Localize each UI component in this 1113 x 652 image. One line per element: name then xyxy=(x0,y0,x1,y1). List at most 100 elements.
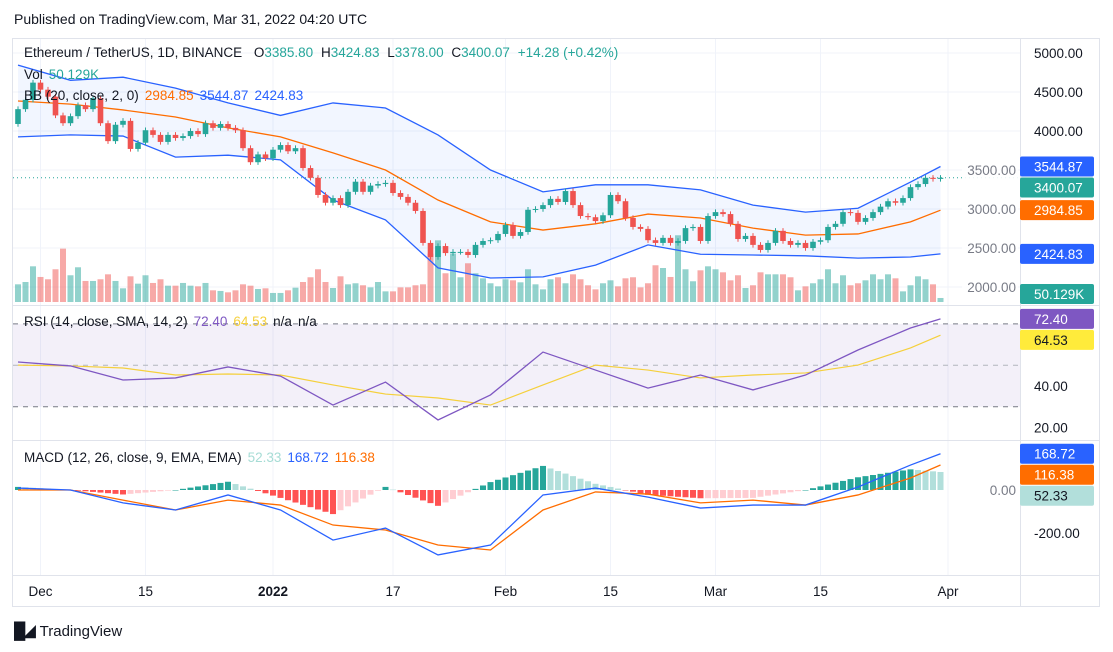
candle[interactable] xyxy=(262,151,269,162)
candle[interactable] xyxy=(465,249,471,258)
candle[interactable] xyxy=(772,228,779,246)
candle[interactable] xyxy=(375,181,381,189)
candle[interactable] xyxy=(30,79,36,103)
candle[interactable] xyxy=(270,146,276,162)
candle[interactable] xyxy=(255,151,261,165)
candle[interactable] xyxy=(345,189,351,208)
candle[interactable] xyxy=(397,190,404,200)
candle[interactable] xyxy=(67,113,74,126)
candle[interactable] xyxy=(307,165,314,181)
candle[interactable] xyxy=(675,238,681,246)
candle[interactable] xyxy=(720,209,726,217)
candle[interactable] xyxy=(285,142,291,155)
candle[interactable] xyxy=(750,233,756,248)
candle[interactable] xyxy=(135,139,141,152)
candle[interactable] xyxy=(615,192,621,204)
candle[interactable] xyxy=(705,213,711,244)
candle[interactable] xyxy=(870,209,876,221)
candle[interactable] xyxy=(60,112,66,126)
candle[interactable] xyxy=(877,203,884,215)
candle[interactable] xyxy=(150,127,156,138)
candle[interactable] xyxy=(517,229,524,239)
candle[interactable] xyxy=(15,106,21,127)
candle[interactable] xyxy=(337,195,344,208)
candle[interactable] xyxy=(367,182,374,195)
candle[interactable] xyxy=(352,178,359,195)
candle[interactable] xyxy=(322,192,329,206)
candle[interactable] xyxy=(172,132,179,141)
candle[interactable] xyxy=(637,224,644,232)
candle[interactable] xyxy=(105,120,111,144)
candle[interactable] xyxy=(300,145,306,171)
price-pane[interactable] xyxy=(13,64,1020,302)
volume-label[interactable]: Vol xyxy=(24,67,43,82)
candle[interactable] xyxy=(37,79,44,93)
candle[interactable] xyxy=(840,209,846,227)
candle[interactable] xyxy=(922,175,929,187)
candle[interactable] xyxy=(412,200,419,214)
candle[interactable] xyxy=(607,192,614,218)
candle[interactable] xyxy=(330,195,336,206)
candle[interactable] xyxy=(210,120,216,131)
tradingview-footer[interactable]: █◢ TradingView xyxy=(14,621,122,641)
candle[interactable] xyxy=(360,178,366,195)
candle[interactable] xyxy=(577,202,584,219)
candle[interactable] xyxy=(765,240,771,253)
candle[interactable] xyxy=(562,188,569,205)
candle[interactable] xyxy=(892,198,899,206)
candle[interactable] xyxy=(277,142,284,153)
candle[interactable] xyxy=(592,214,599,224)
candle[interactable] xyxy=(240,127,246,151)
candle[interactable] xyxy=(645,226,651,243)
candle[interactable] xyxy=(292,145,299,155)
candle[interactable] xyxy=(442,243,449,256)
candle[interactable] xyxy=(855,210,861,225)
candle[interactable] xyxy=(630,215,636,230)
candle[interactable] xyxy=(457,249,464,255)
candle[interactable] xyxy=(757,242,764,253)
candle[interactable] xyxy=(885,198,891,210)
candle[interactable] xyxy=(600,212,606,224)
candle[interactable] xyxy=(75,102,81,119)
candle[interactable] xyxy=(555,196,561,205)
candle[interactable] xyxy=(532,206,539,213)
candle[interactable] xyxy=(427,240,434,260)
rsi-pane[interactable] xyxy=(13,318,1020,421)
candle[interactable] xyxy=(487,237,494,244)
macd-label[interactable]: MACD (12, 26, close, 9, EMA, EMA) xyxy=(24,450,242,465)
candle[interactable] xyxy=(120,118,126,128)
candle[interactable] xyxy=(937,175,944,182)
candle[interactable] xyxy=(735,221,741,242)
candle[interactable] xyxy=(712,209,719,219)
candle[interactable] xyxy=(202,120,209,137)
symbol-title[interactable]: Ethereum / TetherUS, 1D, BINANCE xyxy=(24,45,243,60)
candle[interactable] xyxy=(697,224,704,244)
candle[interactable] xyxy=(502,222,509,237)
candle[interactable] xyxy=(112,122,119,144)
candle[interactable] xyxy=(787,238,794,248)
candle[interactable] xyxy=(390,180,396,196)
candle[interactable] xyxy=(97,95,104,126)
candle[interactable] xyxy=(45,86,51,100)
rsi-label[interactable]: RSI (14, close, SMA, 14, 2) xyxy=(24,314,188,329)
candle[interactable] xyxy=(795,240,801,248)
candle[interactable] xyxy=(180,133,186,141)
candle[interactable] xyxy=(405,194,411,206)
candle[interactable] xyxy=(510,222,516,239)
candle[interactable] xyxy=(157,132,164,145)
candle[interactable] xyxy=(52,93,59,119)
candle[interactable] xyxy=(142,127,149,146)
candle[interactable] xyxy=(480,238,486,248)
candle[interactable] xyxy=(187,128,194,139)
candle[interactable] xyxy=(247,145,254,165)
candle[interactable] xyxy=(780,228,786,244)
candle[interactable] xyxy=(930,175,936,182)
candle[interactable] xyxy=(832,221,839,230)
candle[interactable] xyxy=(127,118,134,152)
candle[interactable] xyxy=(667,235,674,246)
candle[interactable] xyxy=(225,121,231,131)
candle[interactable] xyxy=(802,240,809,251)
bb-label[interactable]: BB (20, close, 2, 0) xyxy=(24,88,139,103)
candle[interactable] xyxy=(232,125,239,133)
candle[interactable] xyxy=(742,233,749,242)
